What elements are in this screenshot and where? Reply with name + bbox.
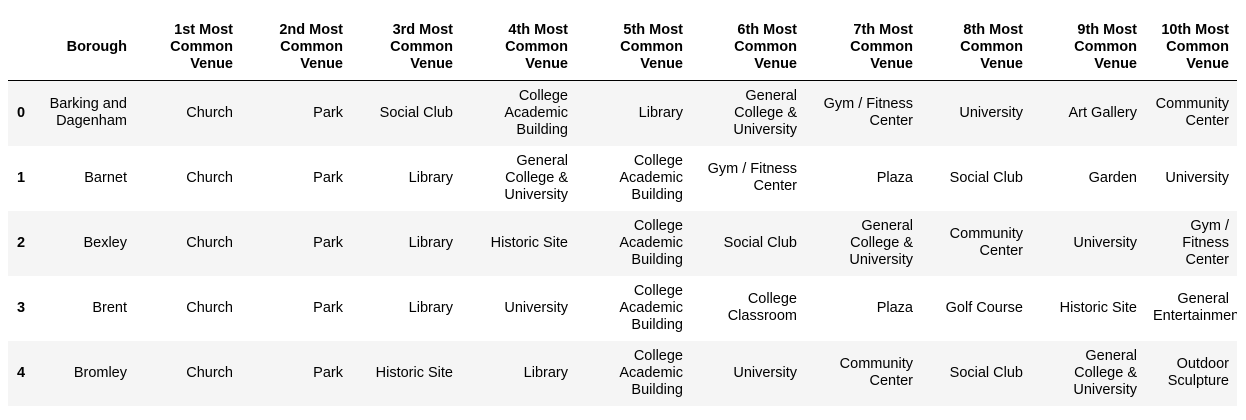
- column-header-venue-9: 9th Most Common Venue: [1031, 14, 1145, 81]
- table-cell: Park: [313, 169, 343, 186]
- row-index: 2: [17, 234, 26, 251]
- table-cell: Park: [313, 234, 343, 251]
- table-cell: Gym / Fitness Center: [707, 161, 797, 194]
- column-header-venue-2: 2nd Most Common Venue: [241, 14, 351, 81]
- column-header-venue-1: 1st Most Common Venue: [135, 14, 241, 81]
- table-cell: Library: [408, 299, 453, 316]
- table-cell: General College & University: [733, 87, 797, 138]
- row-index: 4: [17, 364, 26, 381]
- column-header-venue-7: 7th Most Common Venue: [805, 14, 921, 81]
- table-cell: College Academic Building: [619, 217, 683, 268]
- row-index: 3: [17, 299, 26, 316]
- table-cell: Plaza: [876, 299, 913, 316]
- table-cell: University: [1165, 169, 1229, 186]
- column-header-venue-8: 8th Most Common Venue: [921, 14, 1031, 81]
- table-cell: General College & University: [849, 217, 913, 268]
- table-cell: Art Gallery: [1068, 104, 1138, 121]
- table-cell: Outdoor Sculpture: [1167, 356, 1229, 389]
- column-header-venue-5: 5th Most Common Venue: [576, 14, 691, 81]
- table-cell: Garden: [1088, 169, 1137, 186]
- row-index: 0: [17, 104, 26, 121]
- table-cell: Church: [186, 364, 233, 381]
- table-cell: Barking and Dagenham: [49, 96, 127, 130]
- table-cell: Historic Site: [1059, 299, 1137, 316]
- table-row: 1 Barnet Church Park Library General Col…: [8, 145, 1237, 211]
- header-row: Borough 1st Most Common Venue 2nd Most C…: [8, 14, 1237, 81]
- table-cell: Historic Site: [375, 364, 453, 381]
- table-cell: Barnet: [84, 169, 127, 186]
- table-cell: Church: [186, 299, 233, 316]
- table-cell: Church: [186, 169, 233, 186]
- table-cell: Brent: [92, 299, 127, 316]
- table-cell: Library: [408, 234, 453, 251]
- table-cell: Social Club: [723, 234, 797, 251]
- table-cell: University: [504, 299, 568, 316]
- table-cell: Plaza: [876, 169, 913, 186]
- table-cell: Community Center: [1155, 96, 1229, 130]
- table-cell: Park: [313, 364, 343, 381]
- table-row: 0 Barking and Dagenham Church Park Socia…: [8, 80, 1237, 146]
- table-cell: Golf Course: [945, 299, 1023, 316]
- table-cell: Social Club: [949, 364, 1023, 381]
- table-cell: Community Center: [949, 226, 1023, 259]
- table-cell: Library: [523, 364, 568, 381]
- table-cell: College Classroom: [727, 291, 797, 324]
- table-cell: Library: [408, 169, 453, 186]
- table-cell: Church: [186, 104, 233, 121]
- table-cell: Library: [638, 104, 683, 121]
- table-body: 0 Barking and Dagenham Church Park Socia…: [8, 80, 1237, 406]
- table-row: 4 Bromley Church Park Historic Site Libr…: [8, 340, 1237, 406]
- index-header: [8, 14, 38, 81]
- table-row: 2 Bexley Church Park Library Historic Si…: [8, 210, 1237, 276]
- table-cell: Gym / Fitness Center: [823, 96, 913, 130]
- dataframe-table: Borough 1st Most Common Venue 2nd Most C…: [8, 14, 1237, 406]
- table-cell: Bexley: [83, 234, 127, 251]
- table-cell: College Academic Building: [504, 87, 568, 138]
- table-cell: Social Club: [949, 169, 1023, 186]
- table-cell: University: [1073, 234, 1137, 251]
- table-cell: University: [733, 364, 797, 381]
- table-cell: Park: [313, 104, 343, 121]
- table-cell: College Academic Building: [619, 282, 683, 333]
- table-cell: Historic Site: [490, 234, 568, 251]
- table-cell: Social Club: [379, 104, 453, 121]
- column-header-venue-4: 4th Most Common Venue: [461, 14, 576, 81]
- column-header-borough: Borough: [38, 14, 135, 81]
- table-cell: General College & University: [1073, 347, 1137, 398]
- table-cell: General Entertainment: [1153, 291, 1237, 324]
- table-cell: College Academic Building: [619, 347, 683, 398]
- table-row: 3 Brent Church Park Library University C…: [8, 275, 1237, 341]
- column-header-venue-10: 10th Most Common Venue: [1145, 14, 1237, 81]
- row-index: 1: [17, 169, 26, 186]
- table-cell: Bromley: [73, 364, 127, 381]
- table-cell: Gym / Fitness Center: [1182, 217, 1229, 268]
- column-header-venue-3: 3rd Most Common Venue: [351, 14, 461, 81]
- table-cell: College Academic Building: [619, 152, 683, 203]
- table-cell: General College & University: [504, 152, 568, 203]
- table-cell: Church: [186, 234, 233, 251]
- column-header-venue-6: 6th Most Common Venue: [691, 14, 805, 81]
- table-cell: Park: [313, 299, 343, 316]
- table-header: Borough 1st Most Common Venue 2nd Most C…: [8, 14, 1237, 81]
- table-cell: University: [959, 104, 1023, 121]
- table-cell: Community Center: [839, 356, 913, 389]
